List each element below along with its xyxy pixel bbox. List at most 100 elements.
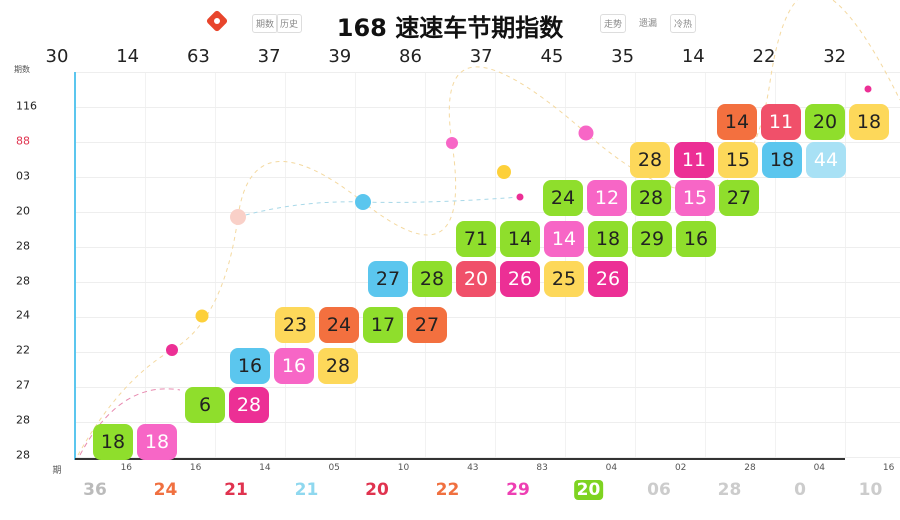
bottom-number: 36 bbox=[83, 480, 107, 500]
top-number: 30 bbox=[45, 46, 69, 67]
x-label: 16 bbox=[120, 463, 133, 473]
number-tile: 6 bbox=[185, 387, 225, 423]
number-tile: 25 bbox=[544, 261, 584, 297]
x-label: 83 bbox=[536, 463, 548, 473]
top-number: 14 bbox=[116, 46, 140, 67]
y-label: 22 bbox=[16, 343, 30, 357]
bottom-number: 0 bbox=[794, 480, 806, 500]
bottom-number: 21 bbox=[294, 480, 319, 500]
number-tile: 14 bbox=[544, 221, 584, 257]
trend-dot bbox=[195, 309, 209, 323]
number-tile: 18 bbox=[93, 424, 133, 460]
bottom-number: 22 bbox=[435, 480, 460, 500]
bottom-number: 28 bbox=[717, 480, 742, 500]
number-tile: 15 bbox=[675, 180, 715, 216]
chip-missing[interactable]: 遗漏 bbox=[639, 19, 658, 29]
y-label: 28 bbox=[16, 413, 30, 427]
trend-dot bbox=[355, 194, 371, 210]
top-number: 39 bbox=[328, 46, 352, 67]
number-tile: 17 bbox=[363, 307, 403, 343]
y-label: 27 bbox=[16, 378, 30, 392]
number-tile: 23 bbox=[275, 307, 315, 343]
number-tile: 28 bbox=[229, 387, 269, 423]
x-label: 10 bbox=[397, 463, 410, 473]
number-tile: 26 bbox=[500, 261, 540, 297]
trend-curve bbox=[237, 196, 521, 218]
x-axis-line bbox=[75, 458, 845, 460]
x-label: 16 bbox=[882, 463, 895, 473]
chip-periods[interactable]: 期数 bbox=[252, 14, 279, 33]
top-number: 86 bbox=[399, 46, 422, 67]
bottom-number: 20 bbox=[365, 480, 389, 500]
trend-dot bbox=[166, 344, 178, 356]
y-label: 116 bbox=[16, 99, 37, 113]
y-header: 期数 bbox=[14, 65, 30, 74]
number-tile: 27 bbox=[719, 180, 759, 216]
number-tile: 15 bbox=[718, 142, 758, 178]
bottom-number: 21 bbox=[224, 480, 248, 500]
x-label: 期 bbox=[52, 466, 62, 476]
x-label: 02 bbox=[674, 463, 687, 473]
number-tile: 18 bbox=[137, 424, 177, 460]
top-number: 37 bbox=[257, 46, 281, 67]
number-tile: 24 bbox=[543, 180, 583, 216]
x-label: 28 bbox=[744, 463, 756, 473]
bottom-number: 10 bbox=[858, 480, 883, 500]
bottom-number: 24 bbox=[153, 480, 178, 500]
x-label: 16 bbox=[189, 463, 202, 473]
y-label: 28 bbox=[16, 448, 30, 462]
x-label: 04 bbox=[605, 463, 618, 473]
top-number: 35 bbox=[611, 46, 635, 67]
y-label: 20 bbox=[16, 204, 30, 218]
number-tile: 14 bbox=[717, 104, 757, 140]
number-tile: 29 bbox=[632, 221, 672, 257]
top-number: 63 bbox=[186, 46, 210, 67]
number-tile: 26 bbox=[588, 261, 628, 297]
chip-history[interactable]: 历史 bbox=[276, 14, 303, 33]
number-tile: 18 bbox=[849, 104, 889, 140]
top-number: 37 bbox=[469, 46, 493, 67]
trend-dot bbox=[446, 137, 458, 149]
trend-dot bbox=[516, 193, 524, 201]
number-tile: 27 bbox=[368, 261, 408, 297]
page-title: 168 速速车节期指数 bbox=[336, 14, 564, 42]
number-tile: 24 bbox=[319, 307, 359, 343]
y-label: 24 bbox=[16, 308, 30, 322]
chip-hot-cold[interactable]: 冷热 bbox=[670, 14, 697, 33]
number-tile: 11 bbox=[674, 142, 714, 178]
number-tile: 28 bbox=[631, 180, 671, 216]
number-tile: 16 bbox=[274, 348, 314, 384]
number-tile: 11 bbox=[761, 104, 801, 140]
number-tile: 20 bbox=[805, 104, 845, 140]
number-tile: 28 bbox=[318, 348, 358, 384]
y-label: 28 bbox=[16, 274, 30, 287]
y-axis-line bbox=[74, 72, 76, 460]
trend-dot bbox=[230, 209, 246, 225]
top-number: 14 bbox=[681, 46, 705, 67]
y-label: 88 bbox=[16, 134, 30, 148]
top-number: 45 bbox=[540, 46, 564, 67]
top-number: 32 bbox=[823, 46, 847, 67]
top-number: 22 bbox=[752, 46, 776, 67]
trend-dot bbox=[864, 85, 872, 93]
y-label: 28 bbox=[16, 239, 30, 253]
bottom-number: 20 bbox=[573, 480, 604, 500]
chip-trend[interactable]: 走势 bbox=[600, 14, 627, 33]
number-tile: 27 bbox=[407, 307, 447, 343]
bottom-number: 29 bbox=[506, 480, 530, 500]
number-tile: 18 bbox=[588, 221, 628, 257]
number-tile: 28 bbox=[630, 142, 670, 178]
number-tile: 16 bbox=[676, 221, 716, 257]
number-tile: 18 bbox=[762, 142, 802, 178]
number-tile: 20 bbox=[456, 261, 496, 297]
trend-dot bbox=[497, 165, 511, 179]
x-label: 14 bbox=[259, 463, 271, 473]
bottom-number: 06 bbox=[647, 480, 671, 500]
x-label: 04 bbox=[813, 463, 826, 473]
y-label: 03 bbox=[16, 169, 30, 183]
trend-dot bbox=[578, 125, 594, 141]
number-tile: 16 bbox=[230, 348, 270, 384]
number-tile: 12 bbox=[587, 180, 627, 216]
number-tile: 28 bbox=[412, 261, 452, 297]
